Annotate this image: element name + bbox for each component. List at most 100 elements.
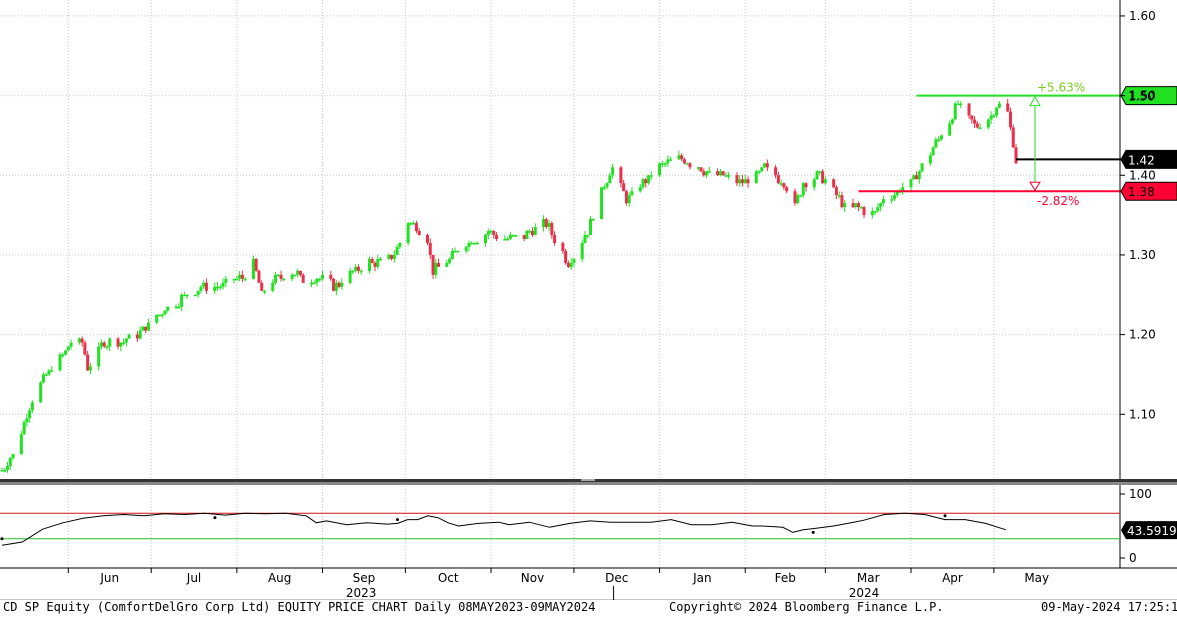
candle-body — [235, 278, 239, 281]
candle-body — [602, 187, 606, 189]
candle-body — [876, 207, 880, 212]
candle-body — [3, 470, 7, 472]
candle-body — [44, 374, 48, 376]
candle-body — [356, 266, 360, 271]
candle-body — [823, 179, 827, 184]
candle-body — [61, 354, 65, 357]
x-month-label: Aug — [268, 571, 291, 585]
candle-body — [486, 231, 490, 236]
candle-body — [967, 103, 971, 116]
candle-body — [448, 258, 452, 263]
x-month-label: Apr — [942, 571, 963, 585]
candle-body — [890, 199, 894, 201]
candle-body — [489, 231, 493, 233]
candle-body — [373, 262, 377, 267]
candle-body — [564, 250, 568, 263]
candle-body — [666, 159, 670, 164]
candle-body — [948, 123, 952, 136]
candle-body — [6, 466, 10, 471]
candle-body — [837, 195, 841, 197]
candle-body — [920, 163, 924, 172]
candle-body — [340, 282, 344, 287]
candle-body — [508, 235, 512, 239]
candle-body — [818, 171, 822, 173]
x-year-label: 2023 — [346, 586, 377, 600]
candle-body — [547, 223, 551, 228]
candle-body — [705, 171, 709, 176]
candle-body — [434, 262, 438, 275]
candle-body — [561, 242, 565, 251]
candle-body — [102, 342, 106, 347]
candle-body — [702, 171, 706, 176]
candle-body — [157, 314, 161, 317]
candle-body — [437, 262, 441, 267]
candle-body — [718, 171, 722, 176]
candle-body — [351, 270, 355, 273]
candle-body — [859, 207, 863, 209]
candle-body — [484, 235, 488, 243]
candle-body — [619, 167, 623, 184]
candle-body — [917, 171, 921, 180]
price-tag-last-box — [1120, 149, 1177, 169]
candle-body — [238, 274, 242, 279]
candle-body — [793, 191, 797, 204]
candle-body — [260, 282, 264, 291]
price-tag-high-box — [1120, 86, 1177, 106]
candle-body — [124, 338, 128, 343]
candle-body — [398, 242, 402, 247]
candle-body — [760, 167, 764, 172]
candle-body — [495, 235, 499, 239]
candle-body — [155, 314, 159, 323]
candle-body — [332, 278, 336, 291]
candle-body — [182, 294, 186, 297]
candle-body — [873, 211, 877, 213]
candle-body — [834, 187, 838, 196]
x-month-label: Oct — [438, 571, 459, 585]
candle-body — [506, 239, 510, 241]
candle-body — [569, 262, 573, 267]
candle-body — [647, 175, 651, 184]
candle-body — [160, 314, 164, 317]
candle-body — [196, 290, 200, 295]
footer-timestamp: 09-May-2024 17:25:12 — [1041, 600, 1177, 614]
candle-body — [108, 338, 112, 347]
candle-body — [638, 187, 642, 192]
candle-body — [163, 310, 167, 315]
panel-divider[interactable] — [0, 479, 1177, 485]
gain-annotation: +5.63% — [1037, 81, 1085, 95]
candle-body — [376, 258, 380, 267]
candle-body — [641, 179, 645, 188]
price-tag-low: 1.38 — [1120, 181, 1177, 201]
candle-body — [472, 242, 476, 245]
y-tick-label: 1.40 — [1129, 168, 1156, 182]
candle-body — [627, 195, 631, 204]
candle-body — [915, 175, 919, 180]
candle-body — [879, 203, 883, 208]
candle-body — [530, 231, 534, 236]
candle-body — [119, 342, 123, 347]
candle-body — [254, 258, 258, 271]
candle-body — [243, 278, 247, 281]
price-tag-low-label: 1.38 — [1128, 185, 1155, 199]
candle-body — [105, 346, 109, 349]
candle-body — [99, 342, 103, 347]
candle-body — [843, 203, 847, 208]
candle-body — [779, 183, 783, 185]
candle-body — [1008, 111, 1012, 128]
candle-body — [453, 250, 457, 253]
candle-body — [348, 270, 352, 283]
candle-body — [583, 235, 587, 243]
candle-body — [290, 274, 294, 279]
candle-body — [144, 326, 148, 331]
candle-body — [58, 354, 62, 371]
indicator-tick-label: 0 — [1129, 551, 1137, 565]
up-arrow-head — [1029, 95, 1041, 107]
price-tag-low-box — [1120, 181, 1177, 201]
candle-body — [901, 187, 905, 192]
candle-body — [88, 366, 92, 371]
x-month-label: May — [1024, 571, 1049, 585]
candle-body — [1011, 127, 1015, 148]
candle-body — [334, 282, 338, 291]
candle-body — [11, 454, 15, 459]
candle-body — [86, 354, 90, 371]
